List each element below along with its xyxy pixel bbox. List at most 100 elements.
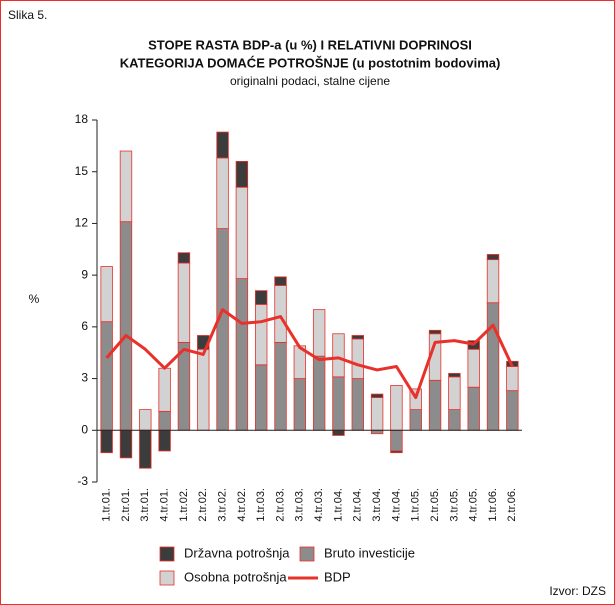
bar-segment [235, 186, 249, 279]
bar-segment [332, 376, 345, 431]
y-tick-label: 15 [75, 164, 89, 178]
x-tick-label: 2.tr.06. [506, 488, 518, 522]
bar-segment [390, 450, 403, 454]
bar-segment [255, 290, 268, 305]
x-tick-label: 4.tr.04. [390, 488, 402, 522]
y-tick-label: -3 [77, 474, 88, 488]
bar-segment [332, 429, 345, 436]
x-tick-label: 1.tr.01. [101, 488, 113, 522]
bar-segment [506, 390, 519, 431]
x-tick-label: 2.tr.05. [429, 488, 441, 522]
legend-label: Državna potrošnja [184, 545, 290, 560]
bar-segment [293, 378, 307, 431]
bar-segment [312, 309, 326, 357]
bar-segment [486, 254, 500, 261]
bar-segment [390, 385, 403, 431]
bar-segment [428, 329, 442, 335]
bar-segment [216, 131, 229, 159]
bar-segment [448, 376, 461, 411]
bar-segment [139, 409, 152, 431]
x-tick-label: 2.tr.03. [274, 488, 286, 522]
legend-label: BDP [324, 569, 351, 584]
bar-segment [274, 276, 287, 286]
bar-segment [409, 388, 422, 410]
x-tick-label: 3.tr.03. [294, 488, 306, 522]
bar-segment [274, 341, 287, 431]
x-tick-label: 4.tr.01. [159, 488, 171, 522]
y-tick-label: 3 [81, 371, 88, 385]
bar-segment [486, 302, 500, 431]
x-tick-label: 1.tr.03. [255, 488, 267, 522]
bar-segment [467, 348, 480, 388]
y-tick-label: 12 [75, 216, 89, 230]
bar-segment [100, 321, 113, 431]
chart-title: KATEGORIJA DOMAĆE POTROŠNJE (u postotnim… [120, 55, 501, 70]
bar-segment [177, 252, 191, 264]
bar-segment [448, 372, 461, 378]
bar-segment [409, 409, 422, 431]
x-tick-label: 4.tr.05. [468, 488, 480, 522]
bar-segment [255, 364, 268, 431]
y-tick-label: 6 [81, 319, 88, 333]
x-tick-label: 2.tr.01. [120, 488, 132, 522]
y-tick-label: 18 [75, 112, 89, 126]
x-tick-label: 3.tr.01. [139, 488, 151, 522]
bar-segment [158, 367, 171, 412]
y-tick-label: 0 [81, 422, 88, 436]
x-tick-label: 3.tr.02. [216, 488, 228, 522]
bar-segment [119, 221, 133, 431]
bar-segment [255, 304, 268, 366]
bar-segment [119, 150, 133, 223]
bar-segment [467, 386, 480, 431]
x-tick-label: 3.tr.05. [448, 488, 460, 522]
x-tick-label: 1.tr.02. [178, 488, 190, 522]
x-tick-label: 1.tr.05. [410, 488, 422, 522]
line [105, 308, 514, 400]
bar-segment [216, 157, 229, 230]
legend-label: Osobna potrošnja [184, 569, 287, 584]
bar-segment [351, 378, 364, 431]
bar-segment [158, 410, 171, 431]
bar-segment [486, 259, 500, 304]
y-tick-label: 9 [81, 267, 88, 281]
x-tick-label: 4.tr.02. [236, 488, 248, 522]
bar-segment [177, 341, 191, 431]
x-tick-label: 4.tr.03. [313, 488, 325, 522]
bar-segment [139, 429, 152, 469]
bar-segment [158, 429, 171, 452]
bar-segment [370, 429, 384, 435]
bar-segment [332, 333, 345, 378]
bar-segment [428, 379, 442, 431]
x-tick-label: 2.tr.04. [352, 488, 364, 522]
bar-segment [312, 355, 326, 431]
legend-swatch [159, 546, 175, 562]
bar-segment [235, 160, 249, 188]
y-axis-label: % [29, 292, 40, 306]
bar-segment [177, 262, 191, 343]
x-tick-label: 1.tr.04. [332, 488, 344, 522]
legend-label: Bruto investicije [324, 545, 415, 560]
bar-segment [197, 348, 210, 431]
chart-subtitle: originalni podaci, stalne cijene [230, 74, 390, 88]
x-tick-label: 3.tr.04. [371, 488, 383, 522]
legend-swatch [159, 570, 175, 586]
bar-segment [390, 429, 403, 452]
figure-label: Slika 5. [8, 8, 47, 22]
bar-segment [370, 393, 384, 398]
x-tick-label: 1.tr.06. [487, 488, 499, 522]
bar-segment [448, 409, 461, 431]
bar-segment [351, 335, 364, 340]
bar-segment [274, 285, 287, 343]
bar-segment [370, 397, 384, 431]
source: Izvor: DZS [549, 584, 606, 598]
x-tick-label: 2.tr.02. [197, 488, 209, 522]
bar-segment [100, 429, 113, 454]
chart-title: STOPE RASTA BDP-a (u %) I RELATIVNI DOPR… [148, 37, 472, 52]
legend-swatch [299, 546, 315, 562]
bar-segment [119, 429, 133, 459]
bar-segment [506, 366, 519, 392]
bar-segment [216, 228, 229, 431]
bar-segment [235, 278, 249, 431]
